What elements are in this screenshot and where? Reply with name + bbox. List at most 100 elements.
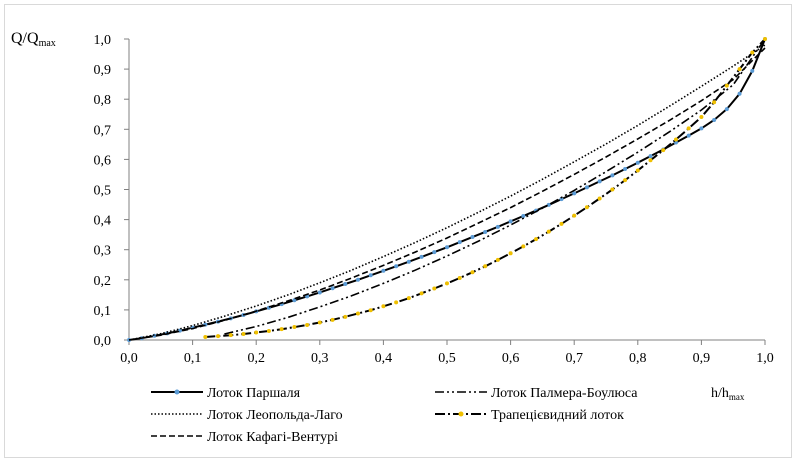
data-point [508, 251, 513, 256]
chart-container: 0,0 0,1 0,2 0,3 0,4 0,5 0,6 0,7 0,8 0,9 1,0 0,0 0,1 0… [4, 4, 792, 458]
data-point [228, 333, 233, 338]
data-point [457, 240, 462, 245]
data-point [203, 334, 208, 339]
data-point [597, 179, 602, 184]
legend-label: Лоток Палмера-Боулюса [491, 386, 638, 401]
data-point [572, 213, 577, 218]
data-point [584, 185, 589, 190]
legend-label: Лоток Паршаля [207, 386, 301, 401]
data-point [623, 178, 628, 183]
data-point [368, 273, 373, 278]
data-point [572, 191, 577, 196]
x-axis-label: h/hmax [711, 386, 745, 402]
x-tick-label: 0,7 [565, 351, 583, 366]
data-point [254, 330, 259, 335]
data-point [648, 158, 653, 163]
x-axis-label-sub: max [729, 392, 745, 402]
x-tick-label: 0,4 [375, 351, 393, 366]
y-tick-label: 0,4 [94, 214, 112, 229]
y-tick-label: 0,0 [94, 334, 112, 349]
y-tick-label: 0,2 [94, 274, 112, 289]
data-point [305, 322, 310, 327]
data-point [432, 250, 437, 255]
y-tick-label: 0,1 [94, 304, 112, 319]
data-point [737, 91, 742, 96]
data-point [292, 298, 297, 303]
y-axis-label: Q/Qmax [11, 30, 56, 49]
data-point [699, 126, 704, 131]
x-axis-label-main: h/h [711, 386, 729, 401]
data-point [241, 331, 246, 336]
data-point [699, 114, 704, 119]
data-point [546, 229, 551, 234]
data-point [623, 167, 628, 172]
legend-item: Лоток Кафагі-Вентурі [151, 430, 338, 445]
data-point [279, 327, 284, 332]
series-line-4 [205, 38, 766, 338]
data-point [330, 317, 335, 322]
x-tick-label: 0,9 [693, 351, 711, 366]
data-point [343, 282, 348, 287]
data-point [673, 137, 678, 142]
data-point [343, 314, 348, 319]
data-point [457, 275, 462, 280]
data-point [495, 257, 500, 262]
data-point [317, 320, 322, 325]
series-lines [127, 37, 767, 342]
data-point [597, 196, 602, 201]
line-chart: 0,0 0,1 0,2 0,3 0,4 0,5 0,6 0,7 0,8 0,9 1,0 0,0 0,1 0… [11, 30, 774, 445]
x-tick-label: 0,2 [247, 351, 265, 366]
legend-label: Лоток Леопольда-Лаго [207, 408, 343, 423]
data-point [559, 221, 564, 226]
x-tick-label: 0,6 [502, 351, 520, 366]
data-point [355, 277, 360, 282]
data-point [419, 254, 424, 259]
data-point [406, 296, 411, 301]
data-point [317, 290, 322, 295]
data-point [635, 160, 640, 165]
data-point [368, 308, 373, 313]
data-point [470, 270, 475, 275]
data-point [724, 107, 729, 112]
series-line-1 [128, 44, 766, 341]
legend-item: Лоток Паршаля [151, 386, 301, 401]
legend-marker [174, 389, 180, 395]
y-tick-label: 0,5 [94, 184, 112, 199]
data-point [648, 154, 653, 159]
series-line-0 [128, 38, 766, 341]
data-point [610, 173, 615, 178]
data-point [445, 281, 449, 286]
data-point [470, 235, 475, 240]
legend-item: Трапецієвидний лоток [435, 408, 624, 423]
legend-label: Трапецієвидний лоток [491, 408, 624, 423]
data-point [381, 268, 386, 273]
x-tick-label: 0,8 [629, 351, 647, 366]
data-point [610, 187, 615, 192]
data-point [483, 229, 488, 234]
legend-item: Лоток Леопольда-Лаго [151, 408, 343, 423]
y-axis-label-sub: max [39, 38, 56, 49]
data-point [750, 68, 755, 73]
data-point [445, 245, 449, 250]
data-point [521, 244, 526, 249]
data-point [635, 168, 640, 173]
legend-item: Лоток Палмера-Боулюса [435, 386, 638, 401]
data-point [330, 286, 335, 291]
series-line-3 [224, 38, 766, 335]
x-tick-label: 0,0 [120, 351, 138, 366]
x-tick-label: 0,3 [311, 351, 329, 366]
data-point [394, 264, 399, 269]
data-point [661, 148, 666, 153]
data-point [686, 126, 691, 131]
legend-label: Лоток Кафагі-Вентурі [207, 430, 338, 445]
data-point [355, 311, 360, 316]
y-tick-label: 0,8 [94, 93, 112, 108]
data-point [266, 328, 271, 333]
data-point [216, 334, 221, 339]
y-tick-label: 0,6 [94, 153, 112, 168]
y-axis-label-main: Q/Q [11, 30, 39, 47]
data-point [432, 286, 437, 291]
data-point [686, 133, 691, 138]
y-tick-label: 0,7 [94, 123, 112, 138]
x-tick-label: 0,1 [184, 351, 202, 366]
